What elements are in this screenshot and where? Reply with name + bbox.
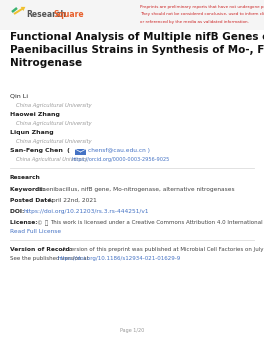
Text: They should not be considered conclusive, used to inform clinical practice,: They should not be considered conclusive… — [140, 13, 264, 16]
Text: Keywords:: Keywords: — [10, 187, 47, 192]
Text: Haowei Zhang: Haowei Zhang — [10, 112, 60, 117]
Text: License:: License: — [10, 220, 40, 225]
Text: https://doi.org/10.1186/s12934-021-01629-9: https://doi.org/10.1186/s12934-021-01629… — [57, 256, 180, 261]
Text: This work is licensed under a Creative Commons Attribution 4.0 International Lic: This work is licensed under a Creative C… — [50, 220, 264, 225]
Text: Version of Record:: Version of Record: — [10, 247, 74, 252]
Text: Posted Date:: Posted Date: — [10, 198, 56, 203]
Text: Qin Li: Qin Li — [10, 94, 28, 99]
Text: Research: Research — [10, 175, 41, 180]
Text: China Agricultural University: China Agricultural University — [16, 121, 92, 126]
Text: Read Full License: Read Full License — [10, 229, 61, 234]
Text: DOI:: DOI: — [10, 209, 26, 214]
Bar — [75, 149, 86, 155]
Text: Square: Square — [54, 10, 85, 19]
Text: chensf@cau.edu.cn ): chensf@cau.edu.cn ) — [88, 148, 150, 153]
Bar — [0, 0, 264, 30]
Text: Paenibacillus, nifB gene, Mo-nitrogenase, alternative nitrogenases: Paenibacillus, nifB gene, Mo-nitrogenase… — [39, 187, 235, 192]
Text: A version of this preprint was published at Microbial Cell Factories on July 19t: A version of this preprint was published… — [62, 247, 264, 252]
FancyArrow shape — [11, 7, 18, 13]
Text: https://orcid.org/0000-0003-2956-9025: https://orcid.org/0000-0003-2956-9025 — [71, 157, 169, 162]
Text: China Agricultural University: China Agricultural University — [16, 103, 92, 108]
Text: April 22nd, 2021: April 22nd, 2021 — [48, 198, 97, 203]
Text: San-Feng Chen  (: San-Feng Chen ( — [10, 148, 70, 153]
Text: China Agricultural University: China Agricultural University — [16, 157, 92, 162]
Text: China Agricultural University: China Agricultural University — [16, 139, 92, 144]
Text: © ⓘ: © ⓘ — [37, 220, 50, 226]
Text: Page 1/20: Page 1/20 — [120, 328, 144, 333]
FancyArrow shape — [13, 7, 25, 15]
Text: See the published version at: See the published version at — [10, 256, 91, 261]
Text: https://doi.org/10.21203/rs.3.rs-444251/v1: https://doi.org/10.21203/rs.3.rs-444251/… — [24, 209, 149, 214]
Text: Preprints are preliminary reports that have not undergone peer review.: Preprints are preliminary reports that h… — [140, 5, 264, 9]
Text: Liqun Zhang: Liqun Zhang — [10, 130, 54, 135]
Text: Functional Analysis of Multiple nifB Genes of
Paenibacillus Strains in Synthesis: Functional Analysis of Multiple nifB Gen… — [10, 32, 264, 68]
Text: or referenced by the media as validated information.: or referenced by the media as validated … — [140, 20, 249, 24]
Text: Research: Research — [26, 10, 66, 19]
